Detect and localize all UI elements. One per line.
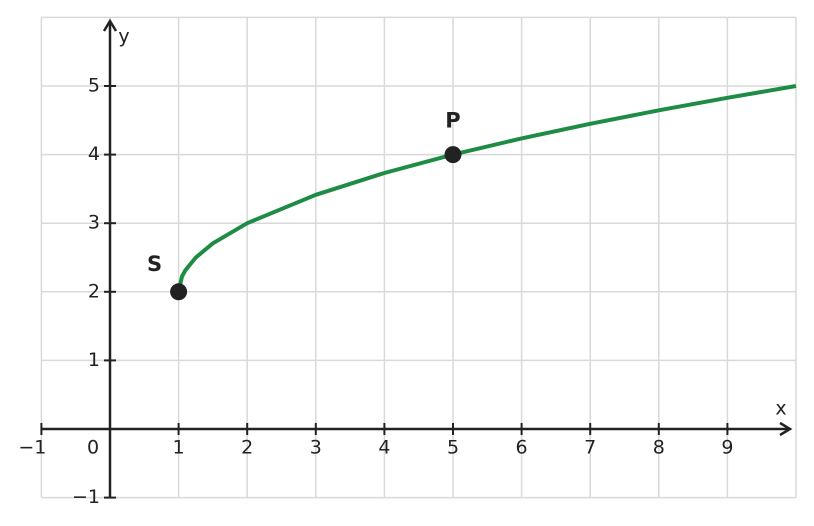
y-axis-label: y: [118, 26, 129, 48]
grid: [40, 16, 797, 499]
x-tick-label: 3: [310, 437, 322, 459]
x-tick-label: 1: [173, 437, 185, 459]
x-axis-label: x: [775, 398, 786, 420]
y-tick-label: −1: [72, 486, 100, 508]
y-tick-label: 5: [88, 75, 100, 97]
x-tick-label: 0: [87, 437, 99, 459]
curve: [176, 84, 797, 293]
point: [444, 146, 462, 164]
x-tick-label: 2: [241, 437, 253, 459]
x-tick-label: 4: [378, 437, 390, 459]
x-tick-label: 8: [653, 437, 665, 459]
x-axis-arrow: [779, 421, 793, 437]
x-tick-label: −1: [18, 437, 46, 459]
point-label: S: [147, 252, 162, 276]
x-tick-label: 7: [584, 437, 596, 459]
x-tick-label: 6: [516, 437, 528, 459]
y-tick-label: 3: [88, 212, 100, 234]
y-tick-label: 2: [88, 280, 100, 302]
x-tick-label: 9: [721, 437, 733, 459]
y-tick-label: 4: [88, 143, 100, 165]
y-axis-arrow: [102, 18, 118, 32]
x-tick-label: 5: [447, 437, 459, 459]
point: [170, 283, 188, 301]
point-label: P: [445, 109, 460, 133]
y-tick-label: 1: [88, 349, 100, 371]
